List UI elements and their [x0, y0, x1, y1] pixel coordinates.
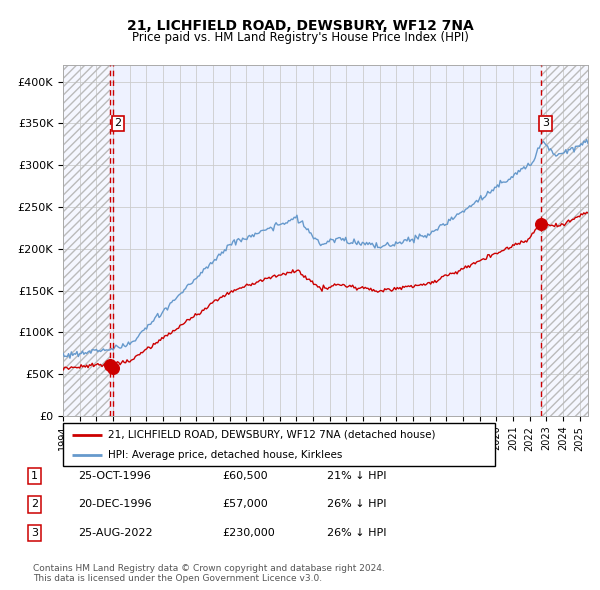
Point — [536, 219, 545, 228]
Text: 25-AUG-2022: 25-AUG-2022 — [78, 528, 152, 537]
Bar — [63, 65, 110, 416]
Text: HPI: Average price, detached house, Kirklees: HPI: Average price, detached house, Kirk… — [109, 450, 343, 460]
Text: 2: 2 — [115, 119, 121, 129]
Text: 1: 1 — [31, 471, 38, 481]
Text: 25-OCT-1996: 25-OCT-1996 — [78, 471, 151, 481]
Bar — [541, 65, 588, 416]
Point — [108, 363, 118, 373]
Text: 26% ↓ HPI: 26% ↓ HPI — [327, 528, 386, 537]
Text: 2: 2 — [31, 500, 38, 509]
Text: Price paid vs. HM Land Registry's House Price Index (HPI): Price paid vs. HM Land Registry's House … — [131, 31, 469, 44]
Text: 3: 3 — [31, 528, 38, 537]
Text: 21% ↓ HPI: 21% ↓ HPI — [327, 471, 386, 481]
Text: 21, LICHFIELD ROAD, DEWSBURY, WF12 7NA: 21, LICHFIELD ROAD, DEWSBURY, WF12 7NA — [127, 19, 473, 33]
Text: £60,500: £60,500 — [222, 471, 268, 481]
Text: 3: 3 — [542, 119, 549, 129]
Text: 21, LICHFIELD ROAD, DEWSBURY, WF12 7NA (detached house): 21, LICHFIELD ROAD, DEWSBURY, WF12 7NA (… — [109, 430, 436, 440]
Text: Contains HM Land Registry data © Crown copyright and database right 2024.
This d: Contains HM Land Registry data © Crown c… — [33, 563, 385, 583]
Text: 20-DEC-1996: 20-DEC-1996 — [78, 500, 152, 509]
Text: £57,000: £57,000 — [222, 500, 268, 509]
Point — [106, 360, 115, 370]
Bar — [63, 65, 110, 416]
Bar — [541, 65, 588, 416]
FancyBboxPatch shape — [63, 423, 495, 466]
Text: 26% ↓ HPI: 26% ↓ HPI — [327, 500, 386, 509]
Text: £230,000: £230,000 — [222, 528, 275, 537]
